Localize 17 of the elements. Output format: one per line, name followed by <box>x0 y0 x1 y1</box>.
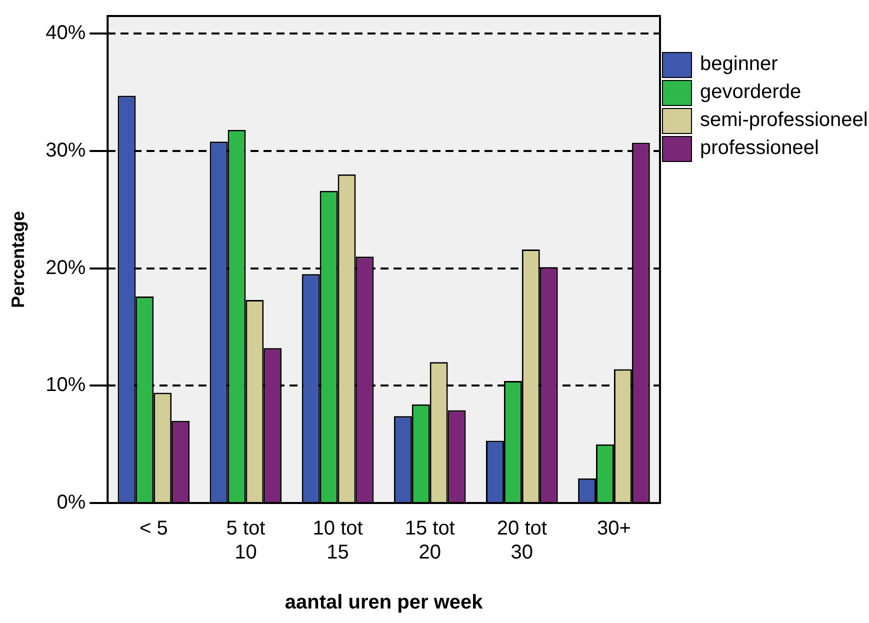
legend-label: professioneel <box>700 136 820 159</box>
legend-label: gevorderde <box>700 80 802 103</box>
x-tick-label: < 5 <box>139 518 168 540</box>
x-tick-label: 10 tot 15 <box>312 518 364 564</box>
y-tick-label: 0% <box>56 492 86 514</box>
x-tick-label: 5 tot 10 <box>226 518 266 564</box>
legend-label: beginner <box>700 52 779 75</box>
x-tick-label: 15 tot 20 <box>404 518 456 564</box>
y-tick-label: 30% <box>46 139 86 162</box>
y-axis-title: Percentage <box>8 210 28 308</box>
x-tick-label: 20 tot 30 <box>496 518 548 564</box>
x-tick-label: 30+ <box>597 518 631 540</box>
y-tick-label: 20% <box>46 256 86 279</box>
y-tick-label: 40% <box>46 22 86 44</box>
y-tick-label: 10% <box>46 374 86 396</box>
legend-label: semi-professioneel <box>700 108 869 131</box>
x-axis-title: aantal uren per week <box>284 592 484 614</box>
